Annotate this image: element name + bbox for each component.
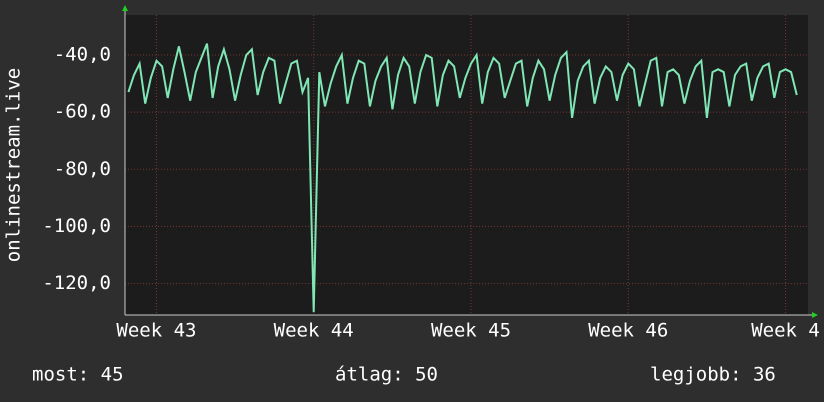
x-arrow [812,312,818,318]
x-tick-label: Week 43 [116,320,196,342]
y-arrow [122,5,128,11]
footer-current: most: 45 [32,364,124,386]
line [127,43,798,313]
x-tick-label: Week 46 [588,320,668,342]
x-tick-label: Week 45 [431,320,511,342]
x-tick-label: Week 4 [751,320,820,342]
x-tick-label: Week 44 [274,320,354,342]
plot-area [125,15,808,315]
y-axis-title: onlinestream.live [3,68,25,262]
footer-average: átlag: 50 [335,364,438,386]
footer-best: legjobb: 36 [650,364,776,386]
y-tick-label: -60,0 [54,101,111,123]
y-tick-label: -40,0 [54,44,111,66]
y-tick-label: -100,0 [42,215,111,237]
y-tick-label: -120,0 [42,272,111,294]
y-tick-label: -80,0 [54,158,111,180]
